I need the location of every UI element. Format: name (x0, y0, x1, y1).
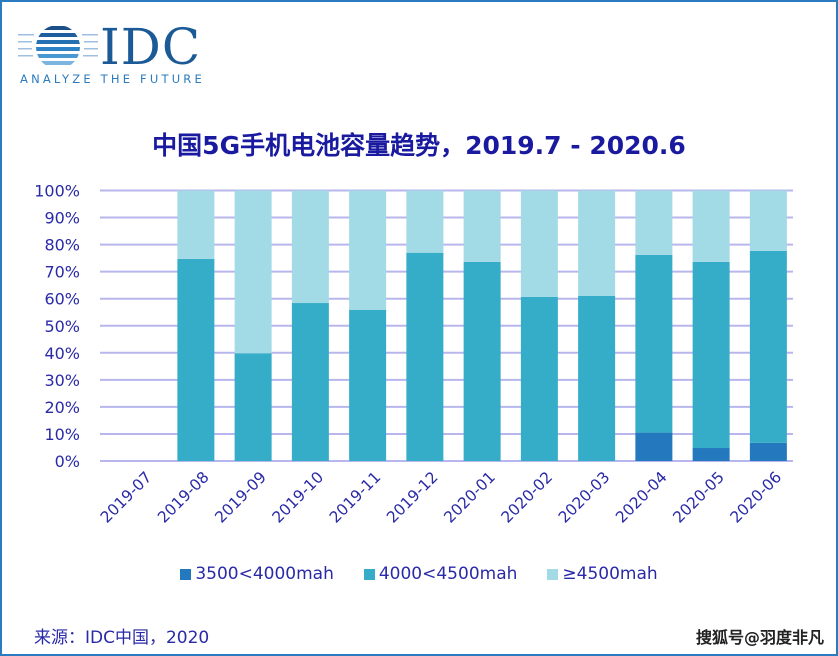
y-tick-label: 0% (55, 452, 80, 471)
chart-title: 中国5G手机电池容量趋势，2019.7 - 2020.6 (152, 131, 686, 160)
x-tick-label: 2020-01 (440, 468, 499, 527)
idc-logo: IDC ANALYZE THE FUTURE (18, 18, 208, 90)
x-axis-ticks: 2019-072019-082019-092019-102019-112019-… (97, 468, 785, 527)
bar-segment (406, 190, 444, 253)
bar-segment (234, 190, 272, 354)
bar-segment (463, 190, 501, 262)
x-tick-label: 2019-10 (269, 468, 328, 527)
y-tick-label: 70% (44, 263, 80, 282)
y-tick-label: 50% (44, 317, 80, 336)
bar-segment (291, 303, 329, 461)
y-tick-label: 100% (34, 182, 80, 201)
bar-segment (406, 252, 444, 461)
x-tick-label: 2019-08 (154, 468, 213, 527)
y-tick-label: 30% (44, 371, 80, 390)
bar-segment (234, 353, 272, 461)
bars (177, 190, 787, 461)
bar-segment (349, 190, 387, 310)
legend-item: ≥4500mah (547, 564, 658, 584)
bar-segment (578, 190, 616, 296)
x-tick-label: 2020-04 (612, 468, 671, 527)
x-tick-label: 2020-03 (555, 468, 614, 527)
bar-segment (692, 190, 730, 262)
x-tick-label: 2019-09 (211, 468, 270, 527)
legend-swatch (180, 568, 192, 580)
logo-brand: IDC (100, 18, 202, 76)
bar-segment (692, 448, 730, 461)
bar-segment (749, 190, 787, 251)
bar-segment (578, 295, 616, 461)
source-note: 来源：IDC中国，2020 (34, 628, 210, 648)
legend-item: 4000<4500mah (363, 564, 518, 584)
legend-label: ≥4500mah (562, 564, 658, 584)
y-tick-label: 60% (44, 290, 80, 309)
x-tick-label: 2019-11 (326, 468, 385, 527)
x-tick-label: 2020-02 (498, 468, 557, 527)
watermark: 搜狐号@羽度非凡 (695, 628, 824, 647)
bar-segment (749, 250, 787, 443)
bar-segment (749, 442, 787, 461)
x-tick-label: 2020-06 (727, 468, 786, 527)
logo-tagline: ANALYZE THE FUTURE (20, 72, 205, 86)
x-tick-label: 2020-05 (669, 468, 728, 527)
bar-chart: 0% 10% 20% 30% 40% 50% 60% 70% 80% 90% 100% 2019-0… (34, 182, 793, 527)
x-tick-label: 2019-07 (97, 468, 156, 527)
legend-swatch (363, 568, 375, 580)
bar-segment (520, 296, 558, 461)
y-tick-label: 20% (44, 398, 80, 417)
legend-label: 4000<4500mah (378, 564, 518, 584)
y-tick-label: 10% (44, 425, 80, 444)
bar-segment (520, 190, 558, 297)
bar-segment (692, 261, 730, 449)
bar-segment (177, 190, 215, 259)
legend-swatch (547, 568, 559, 580)
y-tick-label: 40% (44, 344, 80, 363)
legend-item: 3500<4000mah (180, 564, 334, 584)
globe-stripes-icon (18, 26, 98, 65)
gridlines (100, 189, 793, 462)
bar-segment (635, 254, 673, 433)
bar-segment (635, 190, 673, 255)
y-tick-label: 80% (44, 236, 80, 255)
y-axis-ticks: 0% 10% 20% 30% 40% 50% 60% 70% 80% 90% 100% (34, 182, 80, 472)
bar-segment (349, 309, 387, 461)
bar-segment (291, 190, 329, 304)
x-tick-label: 2019-12 (383, 468, 442, 527)
bar-segment (177, 258, 215, 461)
legend-label: 3500<4000mah (195, 564, 334, 584)
legend: 3500<4000mah 4000<4500mah ≥4500mah (0, 564, 838, 584)
bar-segment (635, 432, 673, 461)
bar-segment (463, 261, 501, 461)
y-tick-label: 90% (44, 209, 80, 228)
